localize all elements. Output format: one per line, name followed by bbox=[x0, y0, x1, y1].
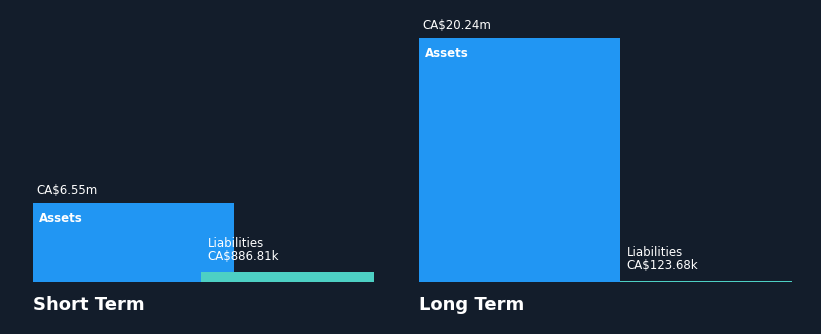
Text: CA$123.68k: CA$123.68k bbox=[626, 260, 698, 273]
Text: CA$886.81k: CA$886.81k bbox=[208, 250, 279, 263]
Bar bbox=[620, 281, 792, 282]
Text: Assets: Assets bbox=[425, 47, 469, 60]
Text: Short Term: Short Term bbox=[33, 296, 144, 314]
Text: Long Term: Long Term bbox=[419, 296, 524, 314]
Bar bbox=[201, 272, 374, 282]
Text: CA$20.24m: CA$20.24m bbox=[422, 19, 491, 32]
Text: Assets: Assets bbox=[39, 212, 83, 225]
Text: CA$6.55m: CA$6.55m bbox=[36, 184, 98, 197]
Text: Liabilities: Liabilities bbox=[626, 246, 683, 259]
Bar bbox=[33, 203, 234, 282]
Text: Liabilities: Liabilities bbox=[208, 237, 264, 250]
Bar bbox=[419, 38, 620, 282]
